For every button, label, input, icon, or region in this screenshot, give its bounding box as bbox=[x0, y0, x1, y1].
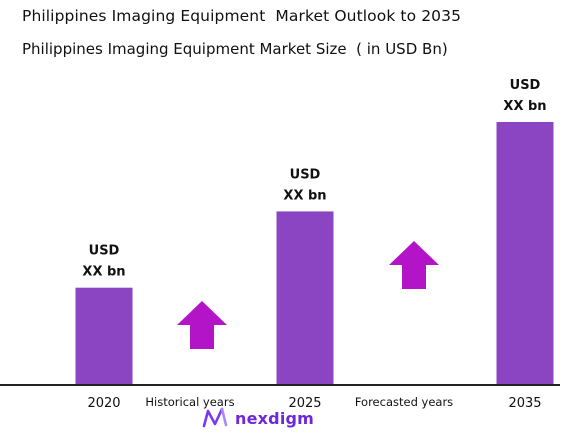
bar-value-label-line2: XX bn bbox=[503, 99, 546, 114]
up-arrow-icon bbox=[389, 241, 439, 289]
bar-2025 bbox=[276, 211, 334, 385]
brand-logo: nexdigm bbox=[201, 405, 314, 431]
nexdigm-logo-icon bbox=[202, 407, 228, 428]
bar-value-label-line2: XX bn bbox=[283, 188, 326, 203]
bar-value-label-line2: XX bn bbox=[82, 265, 125, 280]
up-arrow-icon bbox=[177, 301, 227, 349]
x-tick-label: 2025 bbox=[288, 396, 321, 411]
chart-subtitle: Philippines Imaging Equipment Market Siz… bbox=[22, 40, 448, 58]
bar-2020 bbox=[75, 287, 133, 385]
bar-value-label-line1: USD bbox=[510, 78, 541, 93]
bar-2035 bbox=[496, 122, 554, 385]
period-label: Historical years bbox=[145, 395, 234, 409]
chart-title: Philippines Imaging Equipment Market Out… bbox=[22, 7, 462, 25]
period-label: Forecasted years bbox=[355, 395, 453, 409]
bar-value-label-line1: USD bbox=[89, 244, 120, 259]
x-tick-label: 2020 bbox=[87, 396, 120, 411]
bar-value-label-line1: USD bbox=[290, 167, 321, 182]
brand-name: nexdigm bbox=[235, 408, 315, 428]
x-tick-label: 2035 bbox=[508, 396, 541, 411]
